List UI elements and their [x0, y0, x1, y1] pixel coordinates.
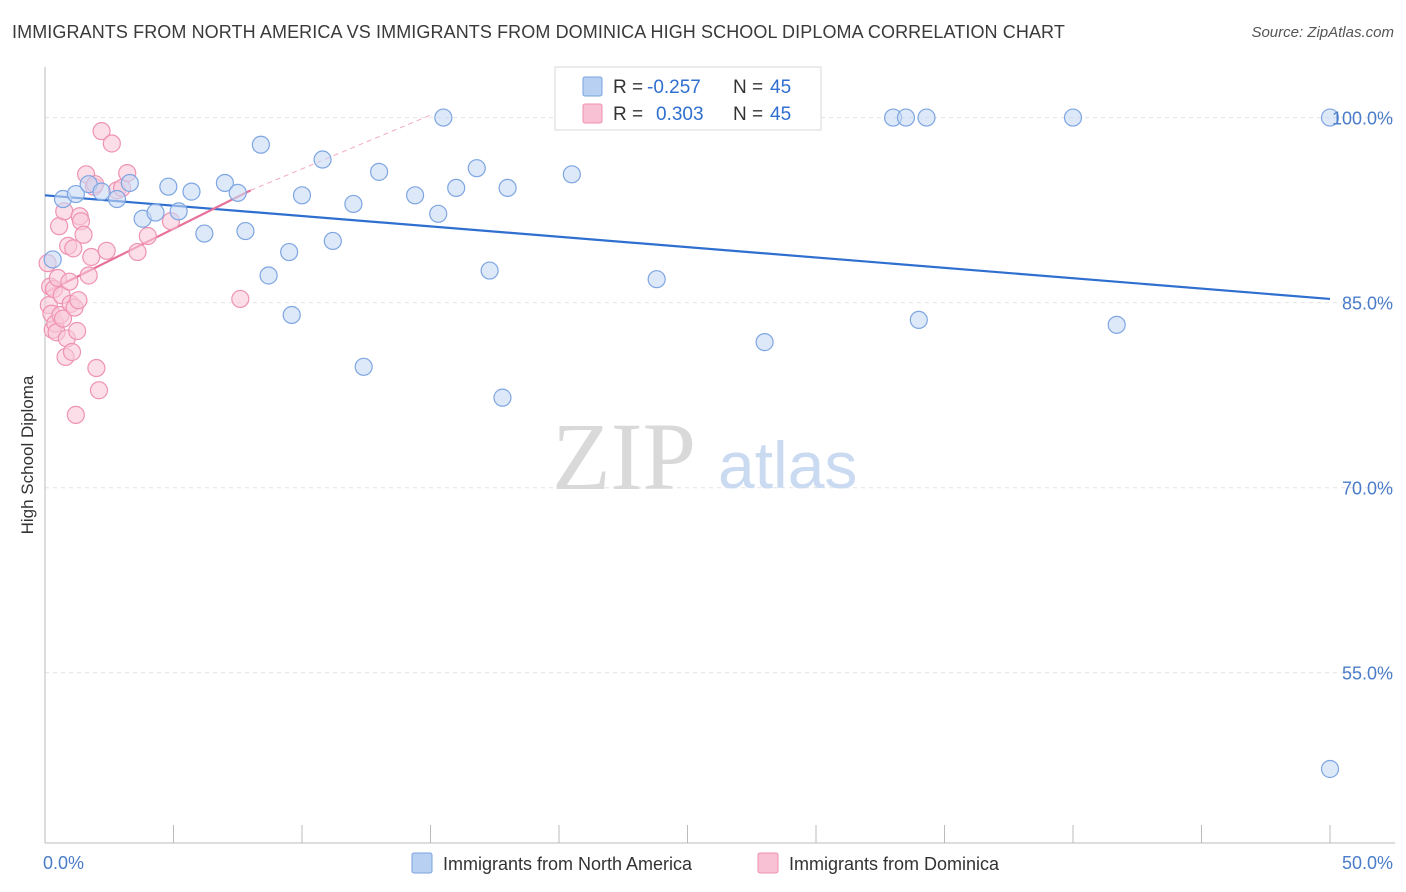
point-north-america: [228, 183, 247, 202]
point-north-america: [447, 178, 466, 198]
point-north-america: [259, 266, 278, 285]
point-dominica: [89, 381, 109, 400]
point-north-america: [120, 173, 139, 193]
tick-labels: 100.0% 85.0% 70.0% 55.0% 0.0% 50.0%: [43, 109, 1393, 873]
x-tick-label-0: 0.0%: [43, 853, 84, 873]
legend-swatch-north-america: [582, 76, 603, 97]
bottom-legend-label-north-america: Immigrants from North America: [443, 854, 693, 874]
y-tick-label-3: 55.0%: [1342, 664, 1393, 684]
point-dominica: [128, 242, 147, 262]
point-north-america: [917, 108, 936, 127]
point-dominica: [74, 225, 93, 244]
y-tick-label-1: 85.0%: [1342, 294, 1393, 314]
point-north-america: [236, 221, 255, 241]
point-dominica: [64, 239, 83, 258]
watermark-zip: ZIP: [552, 403, 696, 510]
point-north-america: [480, 261, 499, 280]
series-legend: Immigrants from North America Immigrants…: [411, 852, 1000, 874]
point-dominica: [66, 405, 85, 425]
point-north-america: [370, 162, 389, 181]
chart-title: IMMIGRANTS FROM NORTH AMERICA VS IMMIGRA…: [12, 22, 1065, 42]
source-credit: Source: ZipAtlas.com: [1251, 24, 1394, 41]
point-north-america: [215, 173, 234, 193]
point-dominica: [102, 134, 121, 153]
bottom-legend-label-dominica: Immigrants from Dominica: [789, 854, 1000, 874]
bottom-legend-swatch-dominica: [757, 852, 779, 874]
point-north-america: [434, 108, 453, 127]
point-dominica: [53, 309, 73, 328]
point-north-america: [92, 182, 111, 201]
y-tick-label-0: 100.0%: [1332, 109, 1393, 129]
point-north-america: [647, 270, 666, 289]
point-north-america: [251, 135, 270, 154]
point-dominica: [60, 272, 79, 291]
point-north-america: [159, 177, 178, 196]
point-north-america: [467, 159, 486, 178]
point-north-america: [146, 203, 165, 222]
legend-n-value-north-america: 45: [770, 77, 791, 98]
point-north-america: [43, 250, 62, 269]
trend-lines: [44, 114, 1331, 301]
point-dominica: [62, 342, 82, 362]
point-north-america: [195, 224, 214, 243]
legend-r-label: R =: [613, 104, 643, 125]
point-north-america: [313, 150, 332, 169]
legend-n-label: N =: [733, 77, 763, 98]
point-north-america: [169, 202, 188, 221]
point-north-america: [1320, 108, 1340, 127]
point-north-america: [1320, 759, 1340, 779]
point-north-america: [182, 182, 201, 201]
point-north-america: [107, 189, 127, 209]
point-north-america: [344, 194, 363, 214]
correlation-legend: R = -0.257 N = 45 R = 0.303 N = 45: [554, 66, 822, 131]
point-north-america: [323, 231, 342, 251]
x-tick-label-1: 50.0%: [1342, 853, 1393, 873]
point-north-america: [66, 184, 85, 204]
point-north-america: [282, 305, 301, 325]
legend-swatch-dominica: [582, 103, 603, 124]
bottom-legend-swatch-north-america: [411, 852, 433, 874]
point-north-america: [405, 186, 425, 205]
gridlines: [45, 117, 1395, 674]
point-north-america: [896, 108, 916, 127]
point-north-america: [755, 333, 774, 352]
legend-r-value-dominica: 0.303: [656, 104, 704, 125]
point-north-america: [280, 242, 299, 262]
point-north-america: [354, 357, 373, 376]
legend-n-value-dominica: 45: [770, 104, 791, 125]
point-north-america: [909, 310, 928, 330]
y-tick-label-2: 70.0%: [1342, 479, 1393, 499]
point-dominica: [82, 247, 101, 267]
legend-r-label: R =: [613, 77, 643, 98]
watermark-atlas: atlas: [718, 428, 857, 502]
point-dominica: [79, 266, 98, 285]
point-north-america: [498, 178, 517, 198]
point-dominica: [87, 358, 106, 378]
data-points: [38, 108, 1340, 779]
point-north-america: [1063, 108, 1083, 127]
legend-r-value-north-america: -0.257: [647, 77, 701, 98]
point-dominica: [97, 241, 116, 260]
trend-line-dominica-extension: [250, 114, 431, 191]
point-dominica: [69, 291, 88, 310]
point-dominica: [92, 122, 111, 141]
point-north-america: [493, 388, 512, 407]
point-dominica: [231, 289, 250, 309]
point-north-america: [429, 204, 448, 223]
point-north-america: [1107, 315, 1126, 334]
point-north-america: [292, 186, 312, 205]
point-north-america: [562, 165, 581, 184]
point-dominica: [68, 321, 87, 341]
y-axis-title: High School Diploma: [18, 375, 37, 534]
point-dominica: [138, 226, 157, 246]
trend-line-north-america: [44, 194, 1331, 301]
legend-n-label: N =: [733, 104, 763, 125]
